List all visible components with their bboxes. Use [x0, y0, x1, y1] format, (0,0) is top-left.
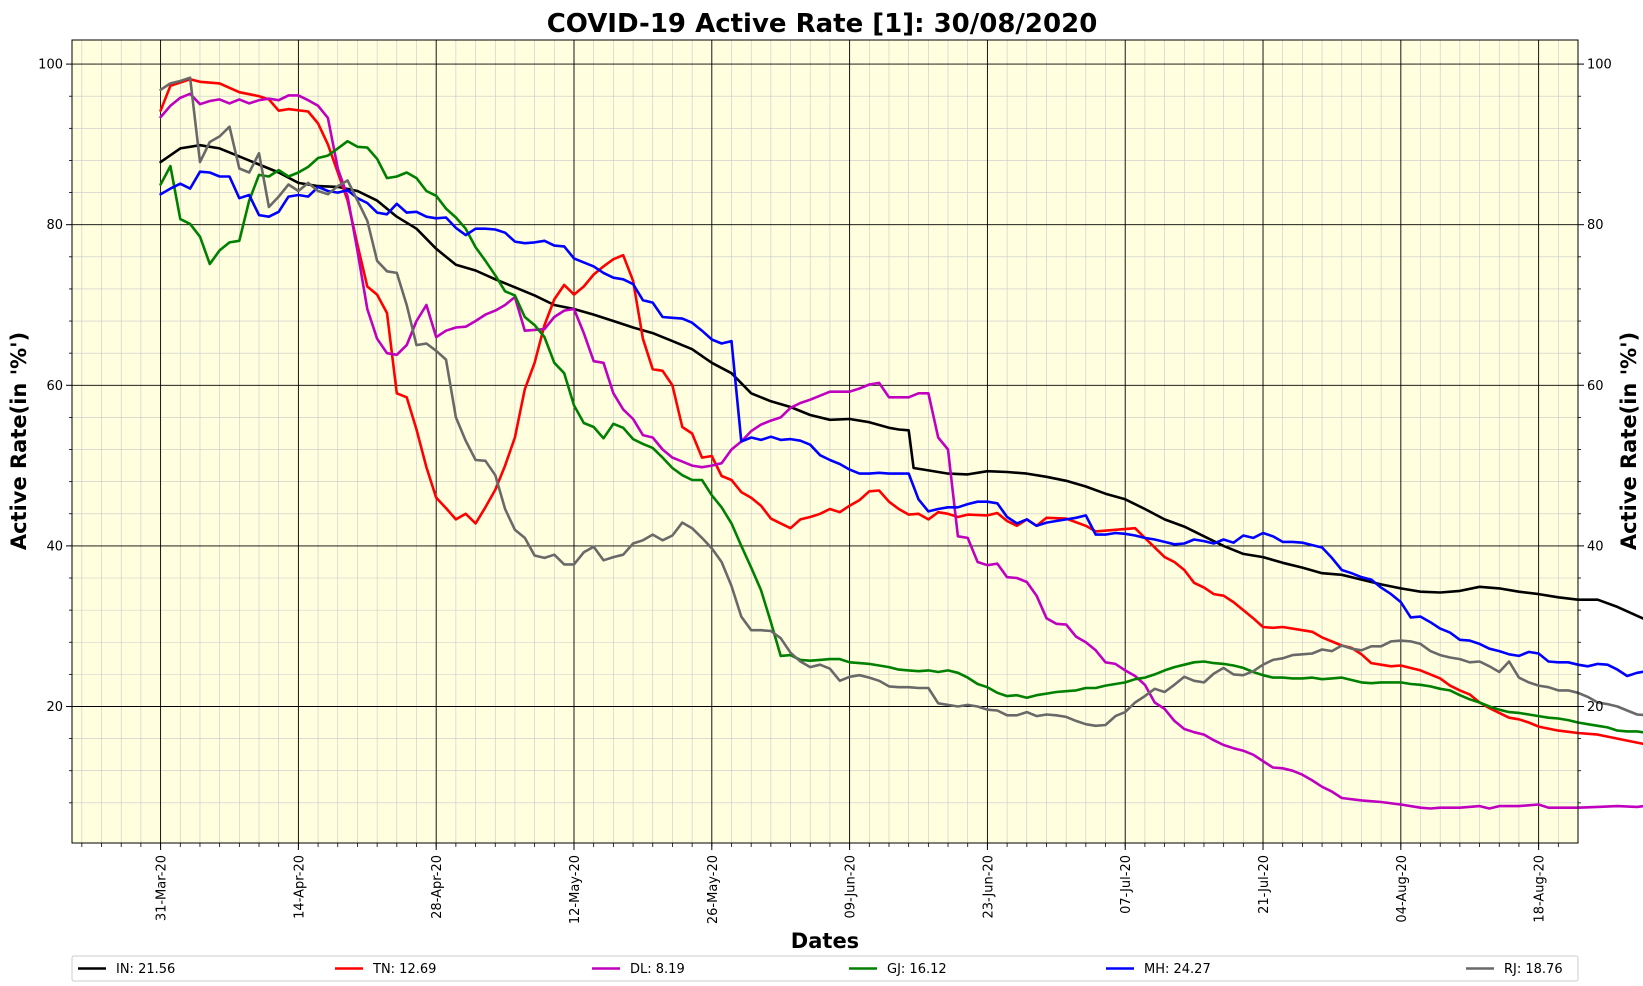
legend: IN: 21.56 TN: 12.69 DL: 8.19 GJ: 16.12 MH: 2…	[71, 955, 1579, 982]
series-line-rj	[159, 76, 1643, 728]
series-line-in	[159, 143, 1643, 620]
x-tick-label: 28-Apr-20	[430, 855, 445, 919]
y-axis-label-left: Active Rate(in '%')	[7, 332, 31, 550]
series-line-mh	[159, 170, 1643, 678]
x-tick-label: 31-Mar-20	[155, 855, 170, 921]
legend-label: TN: 12.69	[372, 962, 436, 977]
minor-grid	[72, 40, 1578, 843]
plot-frame	[71, 39, 1579, 844]
axes-layer: 31-Mar-20 14-Apr-20 28-Apr-20 12-May-20 26-M…	[38, 58, 1612, 925]
x-tick-label: 18-Aug-20	[1533, 855, 1548, 923]
y-tick-label-left: 60	[46, 379, 63, 394]
y-axis-label-right: Active Rate(in '%')	[1617, 332, 1641, 550]
legend-label: GJ: 16.12	[887, 962, 947, 977]
y-tick-label-left: 100	[38, 58, 63, 73]
plot-background	[72, 40, 1578, 843]
legend-label: DL: 8.19	[630, 962, 685, 977]
y-tick-label-left: 40	[46, 539, 63, 554]
legend-item: DL: 8.19	[592, 962, 685, 977]
y-tick-label-right: 80	[1587, 218, 1604, 233]
series-layer	[159, 76, 1643, 810]
legend-label: MH: 24.27	[1144, 962, 1211, 977]
legend-label: RJ: 18.76	[1504, 962, 1563, 977]
series-line-tn	[159, 78, 1643, 746]
legend-box	[71, 955, 1579, 982]
legend-item: TN: 12.69	[335, 962, 436, 977]
x-tick-label: 09-Jun-20	[844, 855, 859, 919]
y-tick-label-right: 20	[1587, 700, 1604, 715]
y-tick-label-right: 40	[1587, 539, 1604, 554]
x-tick-label: 21-Jul-20	[1257, 855, 1272, 914]
series-line-dl	[159, 92, 1643, 810]
x-tick-label: 12-May-20	[568, 855, 583, 924]
chart-title: COVID-19 Active Rate [1]: 30/08/2020	[547, 9, 1098, 39]
y-tick-label-right: 60	[1587, 379, 1604, 394]
x-tick-label: 26-May-20	[706, 855, 721, 924]
y-tick-label-left: 20	[46, 700, 63, 715]
major-grid	[72, 40, 1578, 843]
x-tick-label: 23-Jun-20	[981, 855, 996, 919]
series-line-gj	[159, 139, 1643, 734]
x-tick-label: 04-Aug-20	[1395, 855, 1410, 923]
legend-label: IN: 21.56	[116, 962, 175, 977]
legend-item: IN: 21.56	[78, 962, 175, 977]
legend-item: RJ: 18.76	[1466, 962, 1563, 977]
y-tick-label-left: 80	[46, 218, 63, 233]
legend-item: GJ: 16.12	[849, 962, 947, 977]
x-tick-label: 07-Jul-20	[1119, 855, 1134, 914]
y-tick-label-right: 100	[1587, 58, 1612, 73]
x-axis-label: Dates	[791, 929, 859, 953]
x-tick-label: 14-Apr-20	[292, 855, 307, 919]
legend-item: MH: 24.27	[1106, 962, 1211, 977]
